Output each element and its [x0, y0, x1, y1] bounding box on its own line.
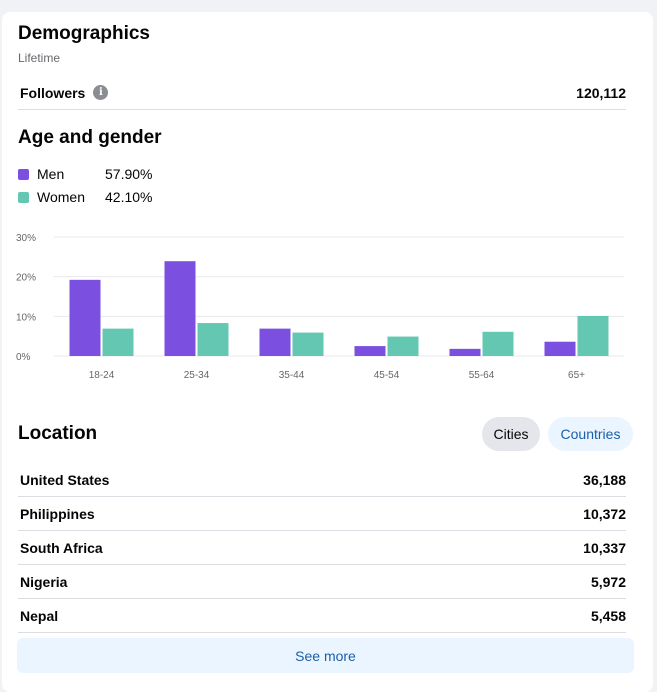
bar-men	[69, 279, 101, 356]
bar-women	[577, 315, 609, 356]
bar-men	[354, 346, 386, 356]
bar-men	[449, 348, 481, 356]
x-tick-label: 45-54	[374, 370, 400, 381]
bar-men	[164, 261, 196, 356]
location-name: Nepal	[20, 607, 59, 624]
bar-women	[102, 328, 134, 356]
y-tick-label: 30%	[16, 233, 36, 244]
see-more-button[interactable]: See more	[17, 638, 634, 673]
location-name: United States	[20, 471, 110, 488]
location-name: Philippines	[20, 505, 95, 522]
age-gender-chart: 30% 20% 10% 0% 18-24 25-34 35-44 45-54 55-64 65+	[16, 233, 624, 381]
location-value: 36,188	[583, 471, 626, 488]
location-row: United States 36,188	[18, 463, 626, 497]
followers-value: 120,112	[576, 84, 626, 101]
y-tick-label: 20%	[16, 273, 36, 284]
legend-women: Women 42.10%	[18, 189, 152, 205]
demographics-card: Demographics Lifetime Followers i 120,11…	[2, 12, 653, 692]
location-value: 10,337	[583, 539, 626, 556]
bar-men	[259, 328, 291, 356]
men-swatch	[18, 168, 29, 180]
bar-women	[482, 331, 514, 356]
location-row: Nigeria 5,972	[18, 565, 626, 599]
lifetime-subtitle: Lifetime	[18, 51, 61, 65]
demographics-title: Demographics	[18, 23, 150, 44]
legend-men-label: Men	[37, 166, 65, 182]
x-tick-label: 35-44	[279, 370, 305, 381]
legend-men: Men 57.90%	[18, 166, 152, 182]
legend-men-value: 57.90%	[105, 166, 153, 182]
bar-women	[387, 336, 419, 356]
x-tick-label: 55-64	[469, 370, 495, 381]
legend-women-label: Women	[37, 189, 85, 205]
bar-men	[544, 341, 576, 356]
tab-cities[interactable]: Cities	[482, 417, 540, 451]
location-row: South Africa 10,337	[18, 531, 626, 565]
location-value: 5,972	[590, 573, 626, 590]
x-tick-label: 18-24	[89, 370, 115, 381]
followers-row: Followers i 120,112	[18, 76, 626, 110]
y-tick-label: 0%	[16, 352, 31, 363]
tab-countries[interactable]: Countries	[548, 417, 633, 451]
legend-women-value: 42.10%	[105, 189, 153, 205]
x-tick-label: 25-34	[184, 370, 210, 381]
y-tick-label: 10%	[16, 312, 36, 323]
location-title: Location	[18, 423, 98, 444]
age-gender-title: Age and gender	[18, 127, 162, 148]
location-value: 5,458	[590, 607, 626, 624]
bar-women	[292, 332, 324, 356]
x-tick-label: 65+	[568, 370, 585, 381]
location-name: Nigeria	[20, 573, 68, 590]
followers-label: Followers	[20, 84, 86, 101]
location-row: Nepal 5,458	[18, 599, 626, 633]
women-swatch	[18, 191, 29, 203]
location-name: South Africa	[20, 539, 103, 556]
location-row: Philippines 10,372	[18, 497, 626, 531]
location-value: 10,372	[583, 505, 626, 522]
bar-women	[197, 323, 229, 356]
info-icon[interactable]: i	[93, 85, 109, 100]
